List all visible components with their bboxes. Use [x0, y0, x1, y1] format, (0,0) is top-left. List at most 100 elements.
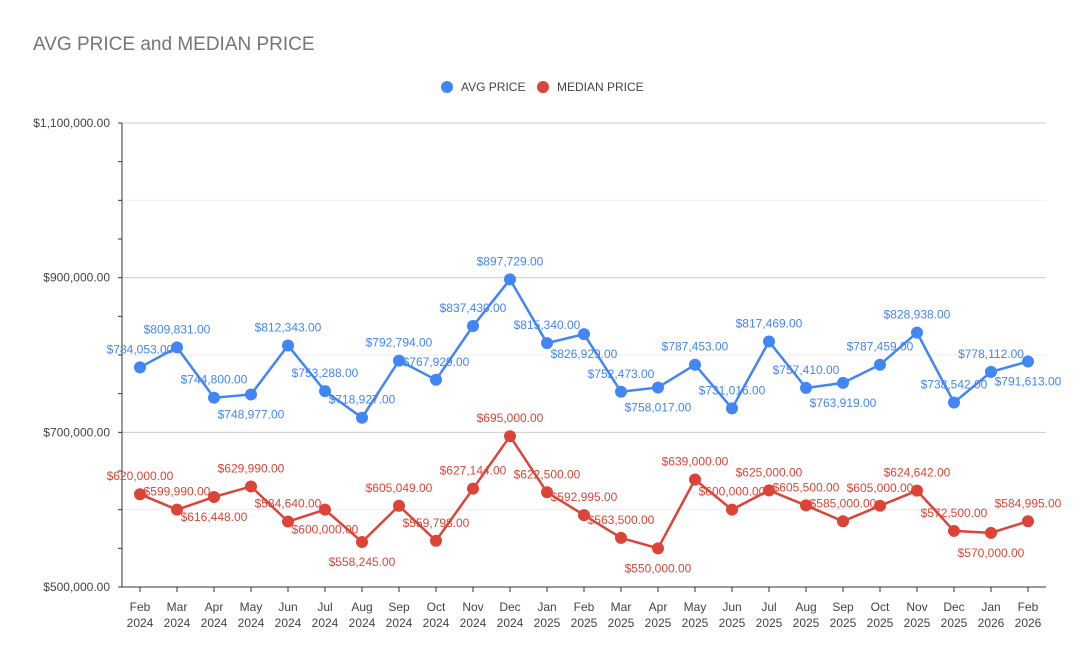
data-label: $758,017.00	[625, 400, 692, 414]
data-label: $570,000.00	[958, 546, 1025, 560]
data-label: $731,016.00	[699, 383, 766, 397]
data-point	[763, 335, 775, 348]
data-label: $815,340.00	[514, 318, 581, 332]
data-label: $738,542.00	[921, 378, 988, 392]
data-label: $629,990.00	[218, 461, 285, 475]
x-tick-label-year: 2024	[164, 616, 191, 630]
data-point	[985, 526, 997, 539]
data-point	[726, 503, 738, 516]
x-tick-label-year: 2024	[386, 616, 413, 630]
data-label: $605,500.00	[773, 480, 840, 494]
data-point	[689, 358, 701, 371]
data-label: $792,794.00	[366, 336, 433, 350]
x-tick-label-year: 2026	[1015, 616, 1042, 630]
data-label: $639,000.00	[662, 455, 729, 469]
x-tick-label-year: 2024	[460, 616, 487, 630]
data-label: $625,000.00	[736, 465, 803, 479]
x-tick-label-month: Feb	[130, 600, 151, 614]
x-tick-label-year: 2024	[201, 616, 228, 630]
x-tick-label-month: Sep	[832, 600, 854, 614]
data-label: $600,000.00	[699, 485, 766, 499]
x-tick-label-month: May	[240, 600, 263, 614]
data-point	[319, 503, 331, 516]
data-point	[393, 499, 405, 512]
data-point	[948, 396, 960, 409]
data-label: $826,929.00	[551, 347, 618, 361]
data-point	[911, 484, 923, 497]
y-tick-label: $900,000.00	[43, 271, 110, 285]
x-tick-label-year: 2025	[571, 616, 598, 630]
data-label: $753,288.00	[292, 366, 359, 380]
data-label: $778,112.00	[958, 347, 1024, 361]
x-tick-label-year: 2025	[682, 616, 709, 630]
x-tick-label-month: Mar	[611, 600, 632, 614]
data-label: $627,144.00	[440, 464, 507, 478]
x-tick-label-month: Aug	[351, 600, 372, 614]
legend-label: MEDIAN PRICE	[557, 80, 644, 94]
x-tick-label-year: 2025	[904, 616, 931, 630]
x-tick-label-month: May	[684, 600, 707, 614]
x-tick-label-year: 2025	[645, 616, 672, 630]
data-point	[689, 473, 701, 486]
data-point	[319, 385, 331, 398]
data-point	[541, 337, 553, 350]
y-tick-label: $500,000.00	[43, 580, 110, 594]
data-label: $817,469.00	[736, 316, 803, 330]
x-tick-label-month: Jul	[317, 600, 332, 614]
x-tick-label-year: 2025	[534, 616, 561, 630]
data-label: $837,430.00	[440, 301, 507, 315]
x-tick-label-month: Oct	[871, 600, 890, 614]
data-point	[171, 341, 183, 354]
data-point	[208, 490, 220, 503]
data-point	[208, 391, 220, 404]
x-tick-label-year: 2025	[830, 616, 857, 630]
data-point	[504, 430, 516, 443]
data-label: $752,473.00	[588, 367, 655, 381]
legend-marker	[537, 81, 549, 93]
data-point	[763, 484, 775, 497]
data-point	[1022, 355, 1034, 368]
x-tick-label-year: 2024	[423, 616, 450, 630]
data-label: $828,938.00	[884, 308, 951, 322]
data-point	[874, 358, 886, 371]
data-point	[615, 531, 627, 544]
data-label: $572,500.00	[921, 506, 988, 520]
data-point	[504, 273, 516, 286]
data-point	[393, 354, 405, 367]
data-point	[134, 488, 146, 501]
y-tick-label: $700,000.00	[43, 425, 110, 439]
x-tick-label-year: 2024	[497, 616, 524, 630]
y-tick-label: $1,100,000.00	[33, 116, 110, 130]
data-point	[800, 381, 812, 394]
data-label: $767,929.00	[403, 355, 470, 369]
data-label: $605,000.00	[847, 481, 914, 495]
data-label: $784,053.00	[107, 342, 174, 356]
data-label: $763,919.00	[810, 396, 877, 410]
data-point	[726, 402, 738, 415]
data-point	[282, 515, 294, 528]
data-label: $787,459.00	[847, 340, 914, 354]
x-tick-label-month: Apr	[205, 600, 224, 614]
data-label: $605,049.00	[366, 481, 433, 495]
legend-marker	[441, 81, 453, 93]
data-label: $624,642.00	[884, 466, 951, 480]
data-point	[800, 499, 812, 512]
data-point	[467, 320, 479, 333]
x-tick-label-month: Feb	[1018, 600, 1039, 614]
data-label: $744,800.00	[181, 373, 248, 387]
x-tick-label-year: 2024	[127, 616, 154, 630]
data-point	[985, 365, 997, 378]
data-label: $599,990.00	[144, 485, 211, 499]
data-label: $787,453.00	[662, 340, 729, 354]
x-tick-label-month: Oct	[427, 600, 446, 614]
data-point	[245, 480, 257, 493]
x-tick-label-year: 2025	[941, 616, 968, 630]
data-label: $550,000.00	[625, 561, 692, 575]
data-point	[615, 385, 627, 398]
data-label: $791,613.00	[995, 374, 1062, 388]
data-label: $812,343.00	[255, 320, 322, 334]
data-point	[911, 326, 923, 339]
x-tick-label-month: Aug	[795, 600, 816, 614]
